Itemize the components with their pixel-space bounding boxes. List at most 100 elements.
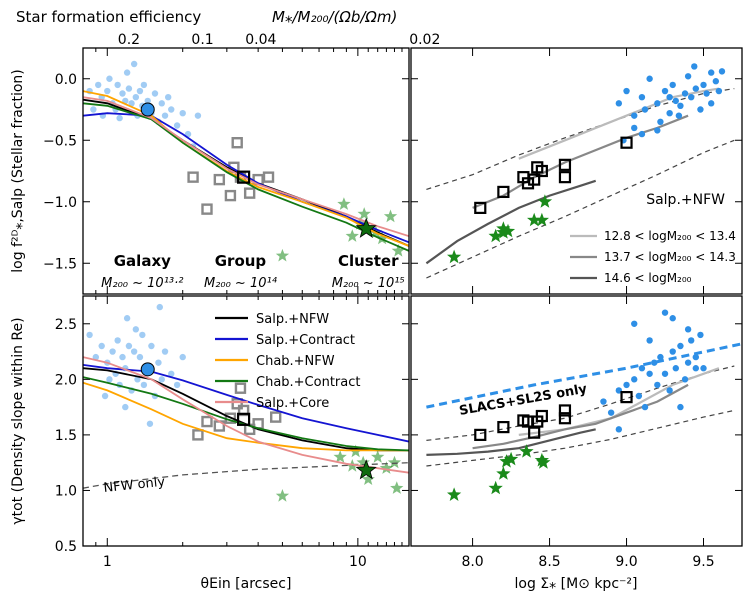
- cluster-point: [356, 455, 370, 469]
- top-axis-title: Star formation efficiency: [16, 8, 201, 26]
- cluster-point: [275, 489, 290, 502]
- galaxy-point: [715, 87, 723, 95]
- model-curve-top: [83, 98, 409, 247]
- top-axis-tick-label: 0.02: [409, 32, 440, 48]
- legend-label: Chab.+Contract: [256, 375, 360, 390]
- galaxy-point: [144, 97, 151, 105]
- galaxy-point: [139, 331, 146, 339]
- y-axis-label-top: log f²ᴰ⁎,Salp (Stellar fraction): [10, 69, 26, 273]
- scale-label-mass: M₂₀₀ ~ 10¹⁴: [204, 276, 278, 291]
- cluster-point: [387, 455, 402, 469]
- galaxy-point: [90, 106, 97, 113]
- galaxy-point: [718, 68, 726, 75]
- galaxy-point: [607, 409, 615, 416]
- group-point: [558, 158, 572, 171]
- y-tick-label-top: 0.0: [55, 72, 77, 88]
- galaxy-point: [119, 90, 126, 97]
- group-point: [213, 173, 226, 186]
- galaxy-point: [691, 63, 698, 70]
- galaxy-point: [161, 112, 169, 119]
- cluster-point: [371, 450, 385, 463]
- galaxy-point: [92, 353, 100, 361]
- galaxy-point: [600, 398, 607, 405]
- galaxy-point: [654, 127, 661, 134]
- y-tick-label-top: −1.5: [43, 256, 77, 272]
- bin-curve-top: [425, 179, 597, 265]
- top-axis-math: M⁎/M₂₀₀/(Ωb/Ωm): [272, 8, 397, 26]
- galaxy-point: [641, 106, 649, 113]
- group-point: [620, 391, 633, 404]
- galaxy-point: [158, 100, 165, 107]
- panel-lb: [83, 303, 409, 502]
- galaxy-point: [109, 348, 116, 355]
- cluster-point: [503, 451, 519, 466]
- galaxy-point: [635, 392, 643, 400]
- legend-label: Chab.+NFW: [256, 354, 335, 369]
- cluster-point: [361, 472, 375, 485]
- galaxy-point: [641, 403, 649, 411]
- cluster-point: [357, 207, 371, 220]
- galaxy-point: [666, 94, 673, 101]
- galaxy-point: [654, 381, 661, 389]
- frame-layer: [82, 47, 743, 547]
- legend-label: Salp.+Core: [256, 396, 329, 411]
- group-point: [558, 171, 572, 184]
- galaxy-point: [684, 359, 692, 366]
- group-mean: [237, 170, 251, 184]
- galaxy-point: [156, 303, 163, 311]
- galaxy-point: [661, 309, 669, 316]
- galaxy-point: [677, 342, 684, 350]
- galaxy-point: [646, 337, 653, 344]
- galaxy-point: [692, 85, 700, 92]
- model-curve-bottom: [83, 364, 409, 443]
- galaxy-point: [669, 81, 676, 89]
- galaxy-point: [684, 326, 692, 333]
- galaxy-point: [708, 69, 715, 76]
- bin-legend-label: 12.8 < logM₂₀₀ < 13.4: [604, 229, 736, 243]
- galaxy-point: [681, 376, 689, 383]
- galaxy-point: [687, 94, 695, 101]
- galaxy-point: [623, 381, 630, 389]
- cluster-point: [337, 197, 351, 210]
- galaxy-point: [114, 81, 121, 89]
- galaxy-point: [106, 75, 113, 82]
- galaxy-point: [101, 392, 109, 400]
- panel-frame: [82, 295, 410, 547]
- galaxy-point: [95, 81, 102, 89]
- y-tick-label-top: −0.5: [43, 133, 77, 149]
- panel-frame: [410, 47, 743, 295]
- nfw-only-curve: [83, 462, 409, 489]
- galaxy-point: [132, 326, 140, 333]
- y-tick-label-bottom: 0.5: [55, 539, 77, 555]
- envelope-upper: [426, 365, 735, 441]
- galaxy-point: [631, 376, 638, 383]
- galaxy-point: [677, 403, 684, 411]
- galaxy-point: [700, 365, 707, 372]
- galaxy-point: [155, 359, 162, 366]
- galaxy-point: [687, 337, 695, 344]
- galaxy-point: [631, 124, 638, 132]
- group-point: [535, 409, 548, 423]
- cluster-point: [537, 194, 553, 208]
- galaxy-point: [657, 353, 664, 361]
- galaxy-point: [194, 112, 202, 119]
- legend-label: Salp.+NFW: [256, 312, 329, 327]
- galaxy-point: [86, 331, 93, 339]
- galaxy-point: [697, 106, 704, 113]
- cluster-mean: [355, 459, 377, 480]
- galaxy-point: [654, 100, 661, 107]
- x-tick-label-left: 1: [103, 554, 112, 570]
- top-axis-tick-label: 0.1: [191, 32, 213, 48]
- bin-legend-label: 13.7 < logM₂₀₀ < 14.3: [604, 250, 736, 264]
- galaxy-point: [646, 75, 653, 82]
- group-point: [187, 171, 199, 183]
- cluster-point: [275, 248, 290, 262]
- group-point: [474, 428, 487, 441]
- panel-lt: [83, 60, 409, 262]
- galaxy-point: [672, 97, 679, 105]
- envelope-lower: [426, 409, 735, 467]
- cluster-point: [391, 243, 405, 257]
- group-point: [192, 429, 204, 441]
- galaxy-point: [106, 376, 113, 383]
